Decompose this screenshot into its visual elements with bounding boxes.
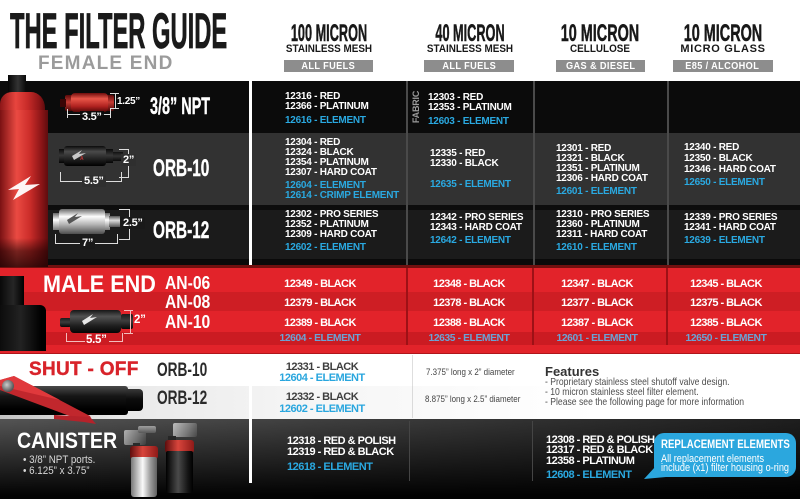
svg-text:A: A (80, 156, 84, 161)
